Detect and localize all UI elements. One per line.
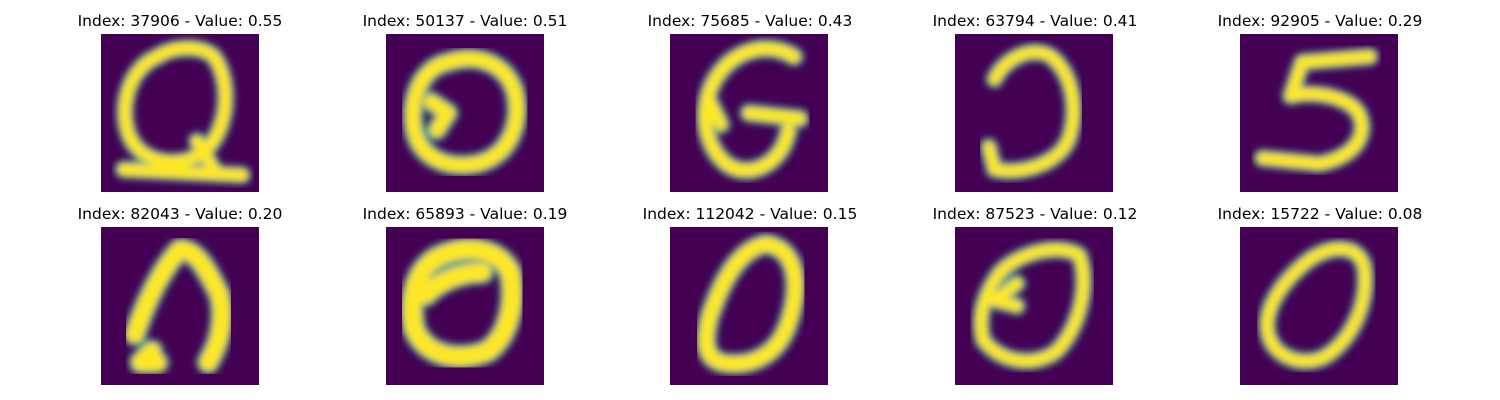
glyph-image-10-svg bbox=[1240, 227, 1398, 385]
glyph-image-8-svg bbox=[670, 227, 828, 385]
glyph-image-2 bbox=[386, 34, 544, 192]
glyph-image-1-svg bbox=[101, 34, 259, 192]
glyph-image-4 bbox=[955, 34, 1113, 192]
glyph-image-5 bbox=[1240, 34, 1398, 192]
panel-title-4: Index: 63794 - Value: 0.41 bbox=[932, 12, 1138, 30]
panel-title-7: Index: 65893 - Value: 0.19 bbox=[362, 205, 568, 223]
panel-title-2: Index: 50137 - Value: 0.51 bbox=[362, 12, 568, 30]
glyph-image-1 bbox=[101, 34, 259, 192]
panel-title-9: Index: 87523 - Value: 0.12 bbox=[932, 205, 1138, 223]
glyph-image-9 bbox=[955, 227, 1113, 385]
glyph-image-6-svg bbox=[101, 227, 259, 385]
panel-title-6: Index: 82043 - Value: 0.20 bbox=[77, 205, 283, 223]
glyph-image-7 bbox=[386, 227, 544, 385]
glyph-image-3-svg bbox=[670, 34, 828, 192]
panel-title-1: Index: 37906 - Value: 0.55 bbox=[77, 12, 283, 30]
panel-title-8: Index: 112042 - Value: 0.15 bbox=[642, 205, 858, 223]
glyph-image-9-svg bbox=[955, 227, 1113, 385]
panel-title-10: Index: 15722 - Value: 0.08 bbox=[1217, 205, 1423, 223]
panel-title-3: Index: 75685 - Value: 0.43 bbox=[647, 12, 853, 30]
glyph-image-10 bbox=[1240, 227, 1398, 385]
glyph-image-7-svg bbox=[386, 227, 544, 385]
glyph-image-3 bbox=[670, 34, 828, 192]
glyph-image-4-svg bbox=[955, 34, 1113, 192]
glyph-image-8 bbox=[670, 227, 828, 385]
glyph-image-6 bbox=[101, 227, 259, 385]
glyph-image-2-svg bbox=[386, 34, 544, 192]
glyph-image-5-svg bbox=[1240, 34, 1398, 192]
panel-title-5: Index: 92905 - Value: 0.29 bbox=[1217, 12, 1423, 30]
